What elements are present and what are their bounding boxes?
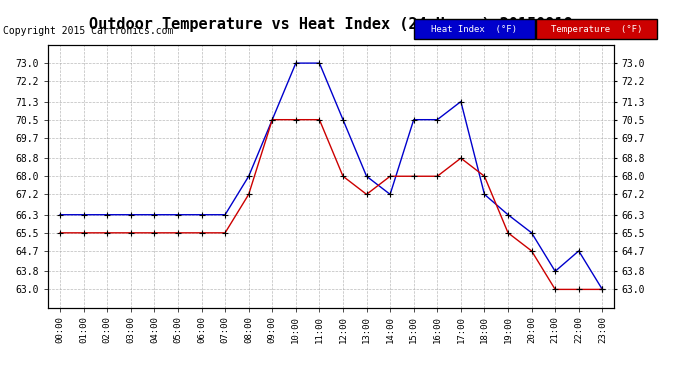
Text: Temperature  (°F): Temperature (°F) — [551, 25, 642, 34]
Text: Heat Index  (°F): Heat Index (°F) — [431, 25, 518, 34]
Text: Outdoor Temperature vs Heat Index (24 Hours) 20150918: Outdoor Temperature vs Heat Index (24 Ho… — [90, 17, 573, 32]
Text: Copyright 2015 Cartronics.com: Copyright 2015 Cartronics.com — [3, 26, 174, 36]
